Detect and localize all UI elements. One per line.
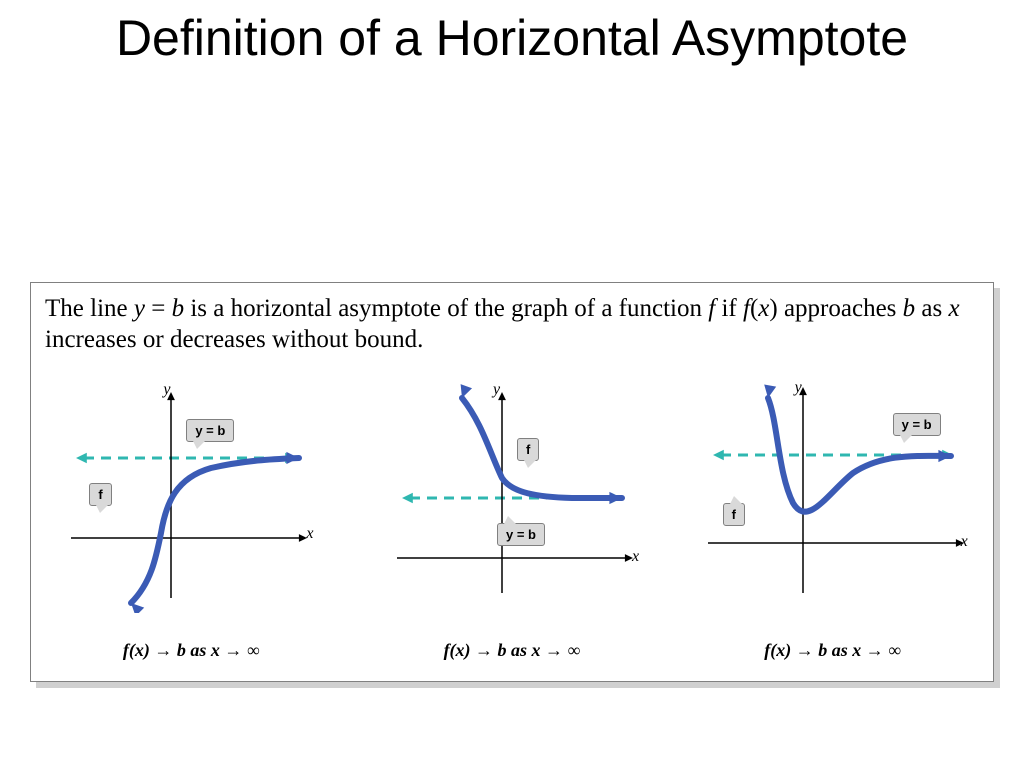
charts-row: y x y = b f f(x) → b as x → ∞ y x y = b f f(x) → … (31, 383, 993, 673)
callout-f: f (723, 503, 745, 526)
y-axis-label: y (493, 381, 500, 399)
y-axis-label: y (795, 379, 802, 397)
chart2: yxy = bff(x) → b as x → ∞ (362, 383, 662, 653)
x-axis-label: x (632, 548, 639, 566)
chart3: yxy = bff(x) → b as x → ∞ (683, 383, 983, 653)
chart-caption: f(x) → b as x → ∞ (362, 640, 662, 661)
chart1: yxy = bff(x) → b as x → ∞ (41, 383, 341, 653)
x-axis-label: x (961, 533, 968, 551)
callout-y-equals-b: y = b (893, 413, 941, 436)
callout-f: f (517, 438, 539, 461)
slide-title: Definition of a Horizontal Asymptote (0, 0, 1024, 68)
callout-y-equals-b: y = b (186, 419, 234, 442)
callout-y-equals-b: y = b (497, 523, 545, 546)
box-body: The line y = b is a horizontal asymptote… (30, 282, 994, 682)
callout-f: f (89, 483, 111, 506)
x-axis-label: x (306, 525, 313, 543)
definition-box: The line y = b is a horizontal asymptote… (30, 282, 994, 682)
y-axis-label: y (163, 381, 170, 399)
chart-caption: f(x) → b as x → ∞ (41, 640, 341, 661)
slide: Definition of a Horizontal Asymptote The… (0, 0, 1024, 768)
chart-caption: f(x) → b as x → ∞ (683, 640, 983, 661)
definition-text: The line y = b is a horizontal asymptote… (45, 293, 979, 356)
